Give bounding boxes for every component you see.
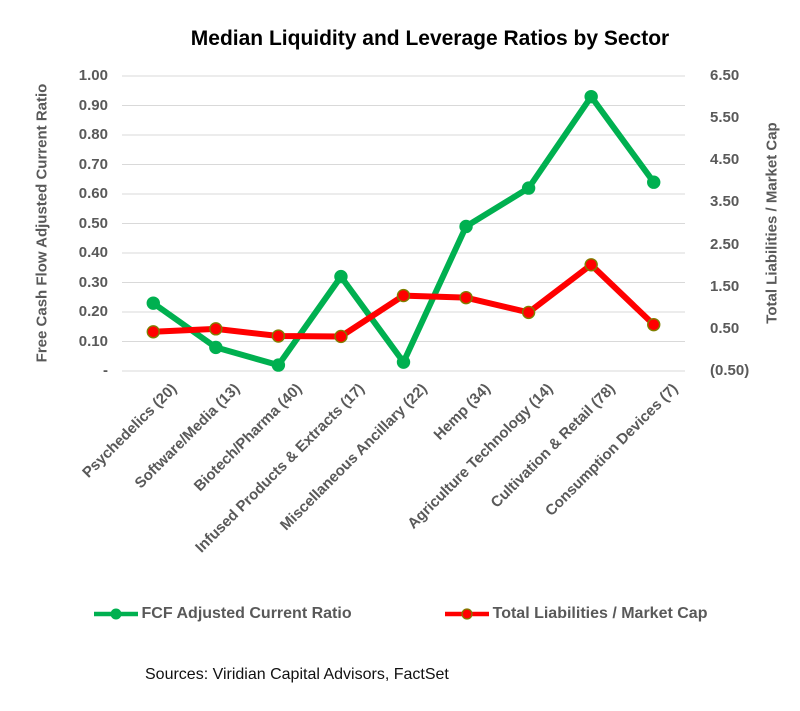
red-line-marker-icon (444, 608, 489, 620)
right-axis-tick-label: 2.50 (710, 235, 740, 253)
left-axis-tick-label: 0.80 (78, 126, 108, 143)
right-axis-tick-label: 1.50 (710, 277, 740, 295)
left-axis-tick-label: 1.00 (78, 67, 108, 84)
data-point-marker (521, 181, 536, 195)
data-point-marker (271, 358, 286, 372)
chart-title: Median Liquidity and Leverage Ratios by … (190, 27, 670, 50)
data-point-marker (146, 325, 160, 339)
data-point-marker (459, 290, 473, 305)
left-axis-tick-label: 0.90 (78, 96, 108, 114)
legend-label-liabilities-marketcap: Total Liabilities / Market Cap (492, 605, 708, 622)
left-axis-tick-label: 0.30 (78, 273, 108, 291)
data-point-marker (396, 288, 411, 303)
right-axis-tick-label: 5.50 (710, 109, 740, 127)
data-point-marker (271, 329, 286, 343)
data-point-marker (647, 317, 661, 332)
right-axis-tick-label: 6.50 (710, 67, 740, 84)
right-axis-tick-label: 3.50 (710, 193, 740, 211)
legend-item-liabilities-marketcap: Total Liabilities / Market Cap (444, 605, 708, 623)
data-point-marker (521, 305, 536, 320)
legend-label-fcf-ratio: FCF Adjusted Current Ratio (141, 605, 352, 622)
data-point-marker (209, 322, 223, 336)
left-axis-tick-label: 0.10 (78, 332, 108, 350)
legend-item-fcf-ratio: FCF Adjusted Current Ratio (93, 605, 352, 623)
series-line (150, 93, 657, 369)
right-axis-tick-label: (0.50) (710, 362, 750, 379)
data-point-marker (146, 296, 160, 310)
left-axis-tick-label: 0.40 (78, 244, 108, 261)
data-point-marker (334, 329, 348, 344)
left-axis-tick-label: 0.50 (78, 214, 108, 232)
left-axis-tick-label: - (103, 362, 108, 379)
left-axis-tick-label: 0.20 (78, 303, 108, 320)
data-point-marker (396, 355, 411, 369)
data-point-marker (209, 340, 223, 355)
left-axis-tick-label: 0.60 (78, 185, 108, 202)
left-axis-tick-label: 0.70 (78, 155, 108, 173)
right-axis-tick-label: 4.50 (710, 151, 740, 169)
green-line-marker-icon (93, 608, 138, 620)
source-note: Sources: Viridian Capital Advisors, Fact… (145, 666, 449, 683)
legend: FCF Adjusted Current Ratio Total Liabili… (0, 605, 800, 623)
data-point-marker (584, 258, 598, 272)
data-point-marker (334, 269, 348, 284)
data-point-marker (459, 219, 473, 234)
right-axis-tick-label: 0.50 (710, 319, 740, 337)
data-point-marker (647, 175, 661, 189)
data-point-marker (584, 89, 598, 104)
